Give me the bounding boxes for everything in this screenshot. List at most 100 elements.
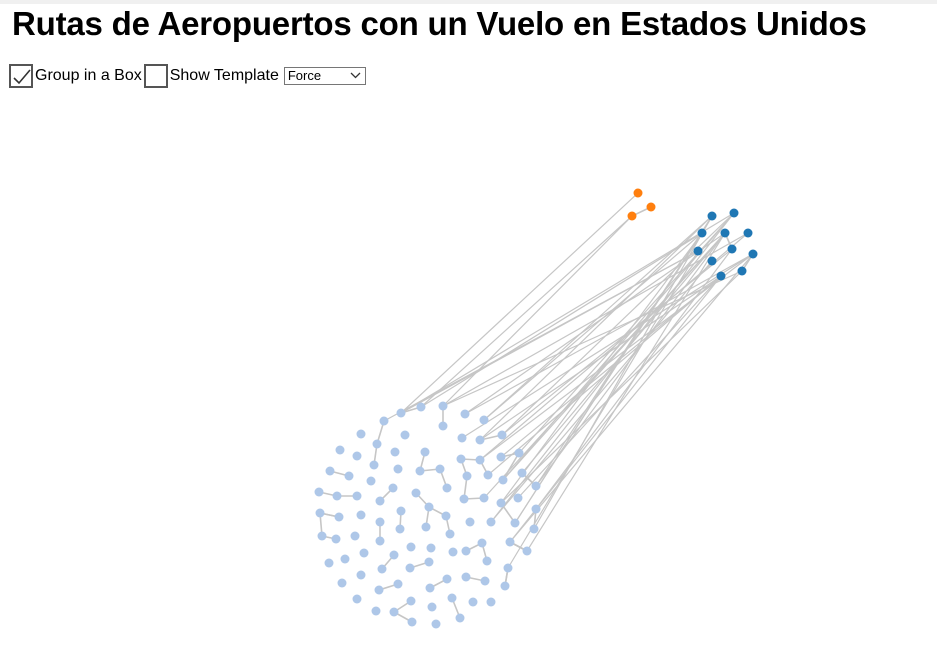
graph-node-light[interactable] xyxy=(438,421,448,431)
graph-node-light[interactable] xyxy=(513,493,523,503)
graph-node-light[interactable] xyxy=(447,593,457,603)
graph-node-light[interactable] xyxy=(406,542,416,552)
graph-node-light[interactable] xyxy=(332,491,342,501)
graph-node-light[interactable] xyxy=(375,496,385,506)
graph-node-light[interactable] xyxy=(352,451,362,461)
graph-node-light[interactable] xyxy=(531,481,541,491)
graph-node-light[interactable] xyxy=(366,476,376,486)
graph-node-light[interactable] xyxy=(479,493,489,503)
graph-node-light[interactable] xyxy=(522,546,532,556)
graph-node-light[interactable] xyxy=(486,597,496,607)
graph-node-light[interactable] xyxy=(514,448,524,458)
graph-node-light[interactable] xyxy=(395,524,405,534)
graph-node-light[interactable] xyxy=(314,487,324,497)
graph-node-light[interactable] xyxy=(445,529,455,539)
graph-node-light[interactable] xyxy=(503,563,513,573)
show-template-checkbox[interactable] xyxy=(143,64,168,88)
graph-node-light[interactable] xyxy=(480,576,490,586)
graph-node-light[interactable] xyxy=(435,464,445,474)
graph-node-light[interactable] xyxy=(315,508,325,518)
graph-node-light[interactable] xyxy=(479,415,489,425)
graph-node-light[interactable] xyxy=(374,585,384,595)
graph-node-light[interactable] xyxy=(456,454,466,464)
graph-node-light[interactable] xyxy=(344,471,354,481)
graph-node-light[interactable] xyxy=(415,466,425,476)
graph-node-light[interactable] xyxy=(389,607,399,617)
graph-node-blue[interactable] xyxy=(716,271,726,281)
graph-node-light[interactable] xyxy=(352,491,362,501)
graph-node-light[interactable] xyxy=(371,606,381,616)
graph-node-light[interactable] xyxy=(468,597,478,607)
graph-node-blue[interactable] xyxy=(697,228,707,238)
graph-node-blue[interactable] xyxy=(743,228,753,238)
graph-node-light[interactable] xyxy=(375,536,385,546)
graph-node-light[interactable] xyxy=(424,557,434,567)
graph-node-light[interactable] xyxy=(505,537,515,547)
graph-node-light[interactable] xyxy=(426,543,436,553)
graph-node-light[interactable] xyxy=(442,483,452,493)
graph-node-blue[interactable] xyxy=(693,246,703,256)
graph-node-light[interactable] xyxy=(510,518,520,528)
graph-node-light[interactable] xyxy=(352,594,362,604)
graph-node-light[interactable] xyxy=(325,466,335,476)
graph-node-orange[interactable] xyxy=(646,202,656,212)
graph-node-light[interactable] xyxy=(459,494,469,504)
graph-node-light[interactable] xyxy=(331,534,341,544)
graph-node-blue[interactable] xyxy=(748,249,758,259)
graph-node-light[interactable] xyxy=(337,578,347,588)
graph-node-light[interactable] xyxy=(424,502,434,512)
graph-node-light[interactable] xyxy=(393,464,403,474)
graph-node-light[interactable] xyxy=(496,498,506,508)
graph-node-light[interactable] xyxy=(420,447,430,457)
graph-node-light[interactable] xyxy=(475,435,485,445)
graph-node-light[interactable] xyxy=(483,470,493,480)
graph-node-light[interactable] xyxy=(416,402,426,412)
graph-node-light[interactable] xyxy=(390,447,400,457)
graph-node-light[interactable] xyxy=(356,510,366,520)
graph-node-light[interactable] xyxy=(461,572,471,582)
graph-node-light[interactable] xyxy=(356,570,366,580)
graph-node-light[interactable] xyxy=(356,429,366,439)
graph-node-light[interactable] xyxy=(441,511,451,521)
graph-node-light[interactable] xyxy=(411,488,421,498)
graph-node-light[interactable] xyxy=(324,558,334,568)
graph-node-blue[interactable] xyxy=(737,266,747,276)
graph-node-light[interactable] xyxy=(465,517,475,527)
graph-node-light[interactable] xyxy=(405,563,415,573)
graph-node-light[interactable] xyxy=(389,550,399,560)
graph-node-light[interactable] xyxy=(460,409,470,419)
graph-node-blue[interactable] xyxy=(727,244,737,254)
graph-node-light[interactable] xyxy=(334,512,344,522)
graph-node-light[interactable] xyxy=(442,574,452,584)
graph-node-blue[interactable] xyxy=(729,208,739,218)
graph-node-light[interactable] xyxy=(462,471,472,481)
graph-node-light[interactable] xyxy=(335,445,345,455)
graph-node-light[interactable] xyxy=(431,619,441,629)
graph-node-light[interactable] xyxy=(369,460,379,470)
graph-node-light[interactable] xyxy=(379,416,389,426)
graph-node-light[interactable] xyxy=(517,468,527,478)
graph-node-light[interactable] xyxy=(496,452,506,462)
graph-node-light[interactable] xyxy=(317,531,327,541)
graph-node-light[interactable] xyxy=(486,517,496,527)
group-in-box-checkbox[interactable] xyxy=(9,64,33,88)
graph-node-light[interactable] xyxy=(457,433,467,443)
graph-node-blue[interactable] xyxy=(720,228,730,238)
graph-node-light[interactable] xyxy=(359,548,369,558)
graph-node-light[interactable] xyxy=(406,596,416,606)
graph-node-light[interactable] xyxy=(396,408,406,418)
graph-node-light[interactable] xyxy=(461,546,471,556)
graph-node-light[interactable] xyxy=(400,430,410,440)
graph-node-blue[interactable] xyxy=(707,256,717,266)
graph-node-blue[interactable] xyxy=(707,211,717,221)
graph-node-light[interactable] xyxy=(438,401,448,411)
graph-node-light[interactable] xyxy=(427,602,437,612)
graph-node-light[interactable] xyxy=(377,564,387,574)
graph-node-light[interactable] xyxy=(407,617,417,627)
graph-node-light[interactable] xyxy=(340,554,350,564)
graph-node-light[interactable] xyxy=(498,475,508,485)
graph-node-light[interactable] xyxy=(448,547,458,557)
graph-node-light[interactable] xyxy=(455,613,465,623)
graph-node-light[interactable] xyxy=(497,430,507,440)
graph-node-orange[interactable] xyxy=(627,211,637,221)
